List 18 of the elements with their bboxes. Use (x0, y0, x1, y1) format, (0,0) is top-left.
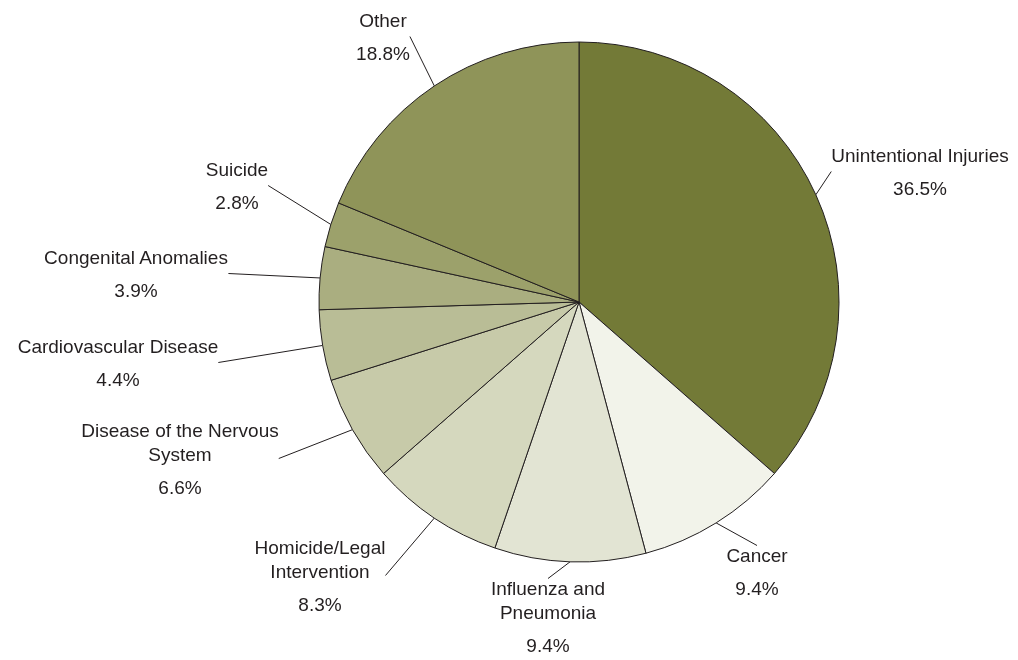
data-label: 8.3% (298, 593, 342, 615)
slice-label: Cardiovascular Disease (17, 335, 219, 357)
data-label: 4.4% (96, 368, 140, 390)
data-label: 2.8% (215, 191, 259, 213)
data-label: 6.6% (158, 476, 202, 498)
slice-label: Influenza and Pneumonia (490, 577, 606, 623)
data-label: 9.4% (735, 577, 779, 599)
data-label: 36.5% (893, 177, 948, 199)
slice-label: Homicide/Legal Intervention (254, 536, 386, 582)
slice-label: Disease of the Nervous System (81, 419, 279, 465)
data-label: 3.9% (114, 279, 158, 301)
slice-label: Congenital Anomalies (44, 246, 228, 268)
slice-label: Cancer (726, 544, 789, 566)
data-label: 18.8% (356, 42, 411, 64)
slice-label: Suicide (205, 158, 269, 180)
slice-label: Unintentional Injuries (831, 144, 1009, 166)
slice-label: Other (359, 9, 408, 31)
data-label: 9.4% (526, 634, 570, 656)
